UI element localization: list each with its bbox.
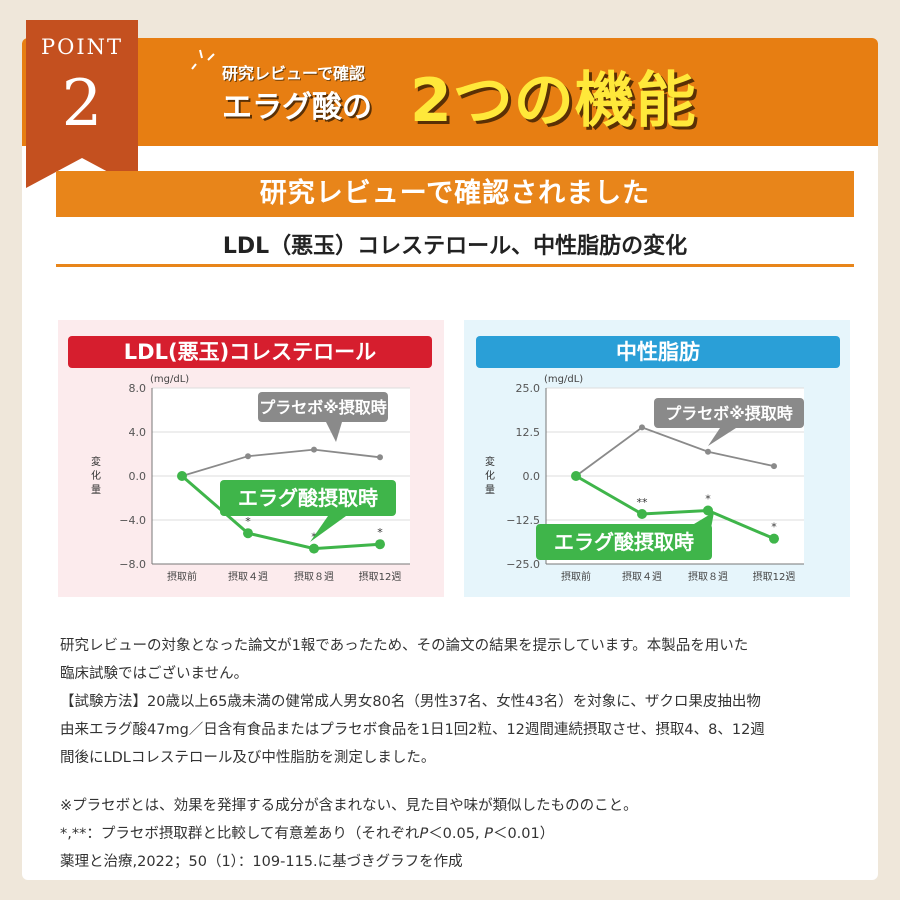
y-axis-label: 変 [485,455,495,468]
y-tick-label: 4.0 [129,426,147,439]
series-label: プラセボ※摂取時 [665,404,793,423]
data-point [377,454,383,461]
x-tick-label: 摂取４週 [622,570,662,583]
y-tick-label: 12.5 [516,426,541,439]
y-tick-label: −4.0 [119,514,146,527]
data-point [375,539,385,550]
y-tick-label: −25.0 [506,558,540,571]
note-line: 由来エラグ酸47mg／日含有食品またはプラセボ食品を1日1回2粒、12週間連続摂… [60,722,765,738]
x-tick-label: 摂取12週 [753,570,796,583]
series-line [575,474,775,541]
p-symbol: P [419,826,429,842]
x-tick-label: 摂取８週 [688,570,728,583]
series-line [181,448,381,477]
significance-mark: * [705,492,711,505]
section-title: LDL（悪玉）コレステロール、中性脂肪の変化 [222,234,688,259]
series-line [575,426,775,477]
note-line: 研究レビューの対象となった論文が1報であったため、その論文の結果を提示しています… [60,638,749,654]
significance-mark: ** [637,496,649,509]
data-point [705,448,711,455]
y-tick-label: 0.0 [129,470,147,483]
header-big-title: 2つの機能 [410,66,697,136]
callout-box [220,480,396,516]
data-point [769,533,779,544]
x-tick-label: 摂取12週 [359,570,402,583]
unit-label: (mg/dL) [150,374,189,385]
spark-icon [191,49,215,70]
ldl-chart-title: LDL(悪玉)コレステロール [68,336,432,368]
series-label: エラグ酸摂取時 [554,530,694,554]
y-tick-label: 25.0 [516,382,541,395]
ldl-chart-panel: LDL(悪玉)コレステロール 8.0 4.0 0.0 −4.0 −8.0 (mg/dL) 変… [58,320,444,597]
callout-box [536,524,712,560]
data-point [703,505,713,516]
header-small-title: 研究レビューで確認 [222,64,366,83]
unit-label: (mg/dL) [544,374,583,385]
callout-pointer [310,516,346,542]
x-tick-label: 摂取前 [561,570,591,583]
point-ribbon: POINT 2 [26,20,138,188]
note-line: 間後にLDLコレステロール及び中性脂肪を測定しました。 [60,750,436,766]
y-tick-label: 0.0 [523,470,541,483]
y-axis-label: 量 [91,484,101,496]
significance-mark: * [245,515,251,528]
ribbon-label: POINT [40,35,124,59]
confirmation-banner: 研究レビューで確認されました [56,171,854,217]
y-axis-label: 化 [91,469,101,482]
significance-mark: * [771,521,777,534]
significance-threshold: ＜0.01） [492,826,555,842]
x-tick-label: 摂取前 [167,570,197,583]
callout-pointer [326,422,342,442]
significance-note: *,**：プラセボ摂取群と比較して有意差あり（それぞれP＜0.05, P＜0.0… [60,820,860,848]
ribbon-number: 2 [61,67,103,141]
data-point [637,509,647,520]
triglyceride-chart-panel: 中性脂肪 25.0 12.5 0.0 −12.5 −25.0 (mg/dL) 変化量摂取前 摂… [464,320,850,597]
section-divider [56,264,854,267]
data-point [639,424,645,431]
x-tick-label: 摂取８週 [294,570,334,583]
triglyceride-chart-title: 中性脂肪 [476,336,840,368]
callout-box [654,398,804,428]
y-axis-label: 量 [485,484,495,496]
y-tick-label: −8.0 [119,558,146,571]
data-point [571,471,581,481]
data-point [243,528,253,539]
source-note: 薬理と治療,2022；50（1）：109-115.に基づきグラフを作成 [60,854,463,870]
series-label: エラグ酸摂取時 [238,486,378,510]
note-line: 【試験方法】20歳以上65歳未満の健常成人男女80名（男性37名、女性43名）を… [60,694,761,710]
x-tick-label: 摂取４週 [228,570,268,583]
data-point [245,453,251,460]
y-axis-label: 変 [91,455,101,468]
callout-box [258,392,388,422]
y-tick-label: 8.0 [129,382,147,395]
y-tick-label: −12.5 [506,514,540,527]
data-point [177,471,187,481]
p-symbol: P [484,826,493,842]
series-line [181,474,381,551]
significance-threshold: ＜0.05, [428,826,485,842]
note-line: 臨床試験ではございません。 [60,666,249,682]
series-label: プラセボ※摂取時 [259,398,387,417]
significance-text: *,**：プラセボ摂取群と比較して有意差あり（それぞれ [60,826,420,842]
header-mid-title: エラグ酸の [222,90,372,125]
placebo-note: ※プラセボとは、効果を発揮する成分が含まれない、見た目や味が類似したもののこと。 [60,798,638,814]
callout-pointer [708,428,736,446]
data-point [309,543,319,554]
significance-mark: * [377,526,383,539]
data-point [311,446,317,453]
header-band [22,38,878,146]
data-point [771,463,777,470]
y-axis-label: 化 [485,469,495,482]
